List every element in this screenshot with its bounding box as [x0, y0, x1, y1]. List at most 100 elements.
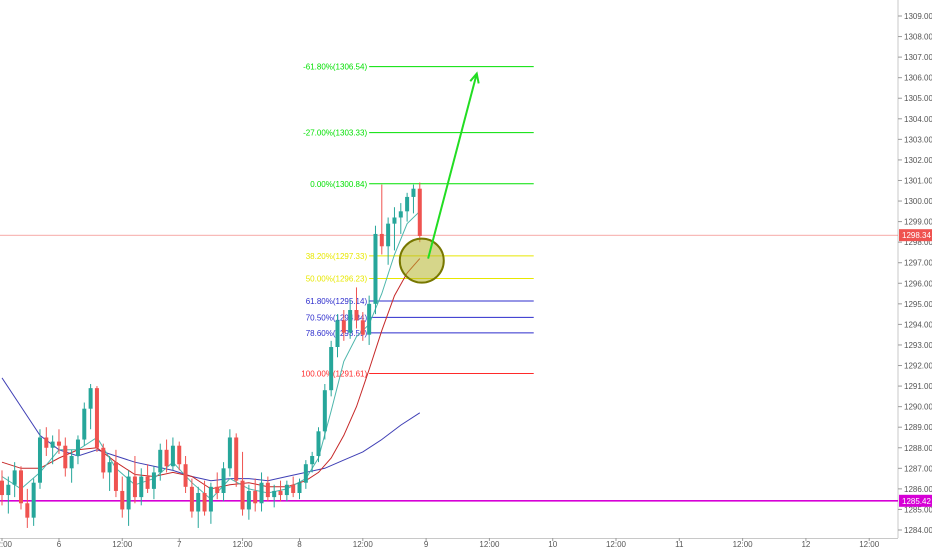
y-tick-label: 1307.00	[904, 53, 932, 62]
y-tick-label: 1287.00	[904, 464, 932, 473]
y-tick-label: 1308.00	[904, 33, 932, 42]
candle-body	[386, 223, 391, 247]
candle-body	[240, 480, 245, 510]
candle-body	[177, 445, 182, 465]
candle-body	[259, 482, 264, 504]
candle-body	[31, 482, 36, 518]
candle-body	[151, 472, 156, 489]
candle-body	[405, 196, 410, 212]
candle-body	[265, 482, 270, 498]
x-tick-label: 12:00	[0, 540, 13, 549]
candle-body	[12, 470, 17, 485]
y-tick-label: 1304.00	[904, 115, 932, 124]
candle-body	[246, 490, 251, 510]
candle-body	[101, 447, 106, 473]
fib-level-label: 50.00%(1296.23)	[306, 275, 368, 284]
x-tick-label: 12:00	[859, 540, 880, 549]
y-tick-label: 1296.00	[904, 279, 932, 288]
y-tick-label: 1295.00	[904, 300, 932, 309]
fib-level-label: 100.00%(1291.61)	[301, 370, 367, 379]
candle-body	[145, 476, 150, 489]
candle-body	[322, 390, 327, 432]
x-tick-label: 9	[424, 540, 429, 549]
candle-body	[75, 439, 80, 456]
x-tick-label: 6	[57, 540, 62, 549]
y-tick-label: 1302.00	[904, 156, 932, 165]
candle-body	[367, 303, 372, 335]
candle-body	[278, 490, 283, 496]
fib-level-label: 61.80%(1295.14)	[306, 297, 368, 306]
candle-body	[63, 445, 68, 469]
moving-average-teal	[1, 210, 421, 500]
candle-body	[0, 480, 4, 496]
candle-body	[56, 441, 61, 446]
support-price-tag: 1285.42	[902, 497, 931, 506]
y-tick-label: 1298.00	[904, 238, 932, 247]
candle-body	[37, 437, 42, 483]
fib-level-label: 0.00%(1300.84)	[310, 180, 367, 189]
y-tick-label: 1285.00	[904, 505, 932, 514]
projection-arrow	[427, 73, 478, 259]
y-tick-label: 1297.00	[904, 259, 932, 268]
x-tick-label: 12	[801, 540, 810, 549]
candle-body	[303, 464, 308, 483]
candle-body	[398, 211, 403, 218]
fib-level-label: 70.50%(1294.34)	[306, 313, 368, 322]
candle-body	[335, 320, 340, 348]
fib-level-label: 38.20%(1297.33)	[306, 252, 368, 261]
candle-body	[354, 310, 359, 321]
candle-body	[348, 310, 353, 333]
candle-body	[25, 503, 30, 518]
candle-body	[202, 492, 207, 512]
candle-body	[139, 476, 144, 498]
candle-body	[6, 484, 11, 496]
fib-level-label: -27.00%(1303.33)	[303, 129, 367, 138]
candle-body	[221, 468, 226, 493]
highlight-circle	[398, 237, 445, 284]
x-tick-label: 12:00	[353, 540, 374, 549]
candle-body	[113, 462, 118, 491]
current-price-tag: 1298.34	[902, 231, 931, 240]
candle-body	[411, 188, 416, 197]
candle-body	[316, 431, 321, 456]
candle-body	[132, 476, 137, 498]
candle-body	[341, 320, 346, 333]
y-tick-label: 1292.00	[904, 362, 932, 371]
candle-body	[170, 445, 175, 467]
candle-body	[158, 449, 163, 473]
candle-body	[253, 490, 258, 504]
candle-body	[164, 449, 169, 467]
candle-body	[272, 490, 277, 498]
y-tick-label: 1303.00	[904, 135, 932, 144]
fib-level-label: -61.80%(1306.54)	[303, 63, 367, 72]
y-tick-label: 1294.00	[904, 320, 932, 329]
candle-body	[126, 476, 131, 510]
y-tick-label: 1293.00	[904, 341, 932, 350]
candle-body	[69, 455, 74, 469]
candle-body	[183, 464, 188, 487]
candle-body	[196, 492, 201, 512]
x-tick-label: 12:00	[479, 540, 500, 549]
y-tick-label: 1305.00	[904, 94, 932, 103]
support-price-tag-bg	[899, 494, 932, 507]
candle-body	[310, 455, 315, 465]
x-tick-label: 12:00	[606, 540, 627, 549]
x-tick-label: 12:00	[233, 540, 254, 549]
current-price-tag-bg	[899, 229, 932, 242]
candle-body	[417, 188, 422, 236]
candle-body	[44, 437, 49, 448]
candle-body	[392, 217, 397, 224]
y-tick-label: 1288.00	[904, 444, 932, 453]
candle-body	[373, 233, 378, 304]
y-tick-label: 1306.00	[904, 74, 932, 83]
candle-body	[215, 486, 220, 493]
candle-body	[284, 484, 289, 496]
y-tick-label: 1301.00	[904, 176, 932, 185]
x-tick-label: 12:00	[112, 540, 133, 549]
candle-body	[234, 437, 239, 481]
candle-body	[82, 408, 87, 440]
candle-body	[120, 490, 125, 510]
x-tick-label: 12:00	[733, 540, 754, 549]
candle-body	[18, 470, 23, 504]
